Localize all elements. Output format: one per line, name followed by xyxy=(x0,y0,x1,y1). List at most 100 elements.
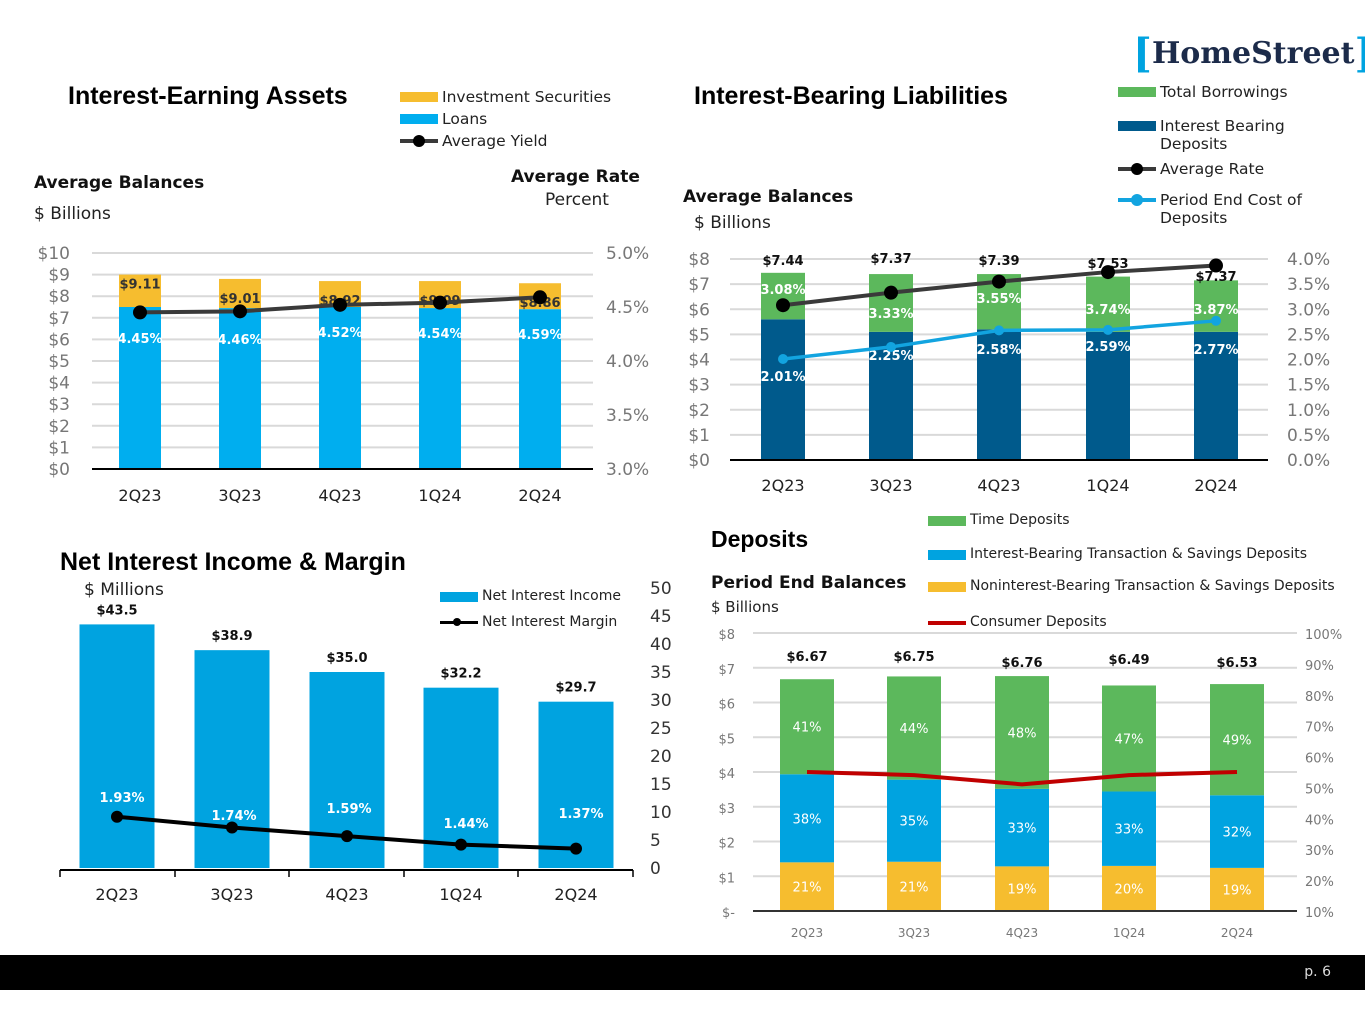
panel3-left-unit: $ Millions xyxy=(84,580,164,600)
y-tick-label: $0 xyxy=(688,451,710,471)
y-tick-label: $7 xyxy=(688,275,710,295)
nib-deposits-bar xyxy=(1210,867,1264,911)
average-yield-point xyxy=(433,295,447,310)
interest-bearing-deposits-bar xyxy=(977,329,1021,460)
average-rate-label: 3.74% xyxy=(1085,303,1130,318)
legend-total-borrowings: Total Borrowings xyxy=(1118,83,1288,101)
y2-tick-label: 100% xyxy=(1305,628,1342,643)
total-label: $7.39 xyxy=(978,254,1019,269)
y-tick-label: $4 xyxy=(48,374,70,394)
x-tick-label: 3Q23 xyxy=(898,926,930,940)
y-tick-label: $5 xyxy=(718,732,735,747)
share-label: 19% xyxy=(1008,883,1037,898)
y-tick-label: $- xyxy=(722,906,735,921)
x-tick-label: 2Q23 xyxy=(761,476,804,495)
average-rate-label: 3.08% xyxy=(760,283,805,298)
time-deposits-bar xyxy=(780,679,834,775)
y-tick-label: 50 xyxy=(650,579,672,599)
x-tick-label: 2Q24 xyxy=(1221,926,1253,940)
share-label: 32% xyxy=(1223,826,1252,841)
net-interest-margin-point xyxy=(226,821,238,834)
interest-bearing-deposits-bar xyxy=(761,319,805,460)
x-tick-label: 4Q23 xyxy=(318,486,361,505)
yield-label: 4.59% xyxy=(517,328,562,343)
y2-tick-label: 40% xyxy=(1305,813,1334,828)
footer-bar: p. 6 xyxy=(0,955,1365,990)
total-label: $6.49 xyxy=(1108,653,1149,668)
total-label: $7.44 xyxy=(762,254,803,269)
x-tick-label: 4Q23 xyxy=(1006,926,1038,940)
total-label: $9.01 xyxy=(219,292,260,307)
y-tick-label: $8 xyxy=(718,628,735,643)
share-label: 21% xyxy=(900,880,929,895)
average-rate-point xyxy=(776,298,790,313)
share-label: 49% xyxy=(1223,734,1252,749)
securities-bar xyxy=(119,274,161,307)
nim-label: 1.37% xyxy=(558,807,603,822)
panel4-left-unit: $ Billions xyxy=(711,598,779,616)
y-tick-label: $10 xyxy=(38,244,70,264)
panel1-title: Interest-Earning Assets xyxy=(68,82,348,110)
nim-label: 1.74% xyxy=(211,809,256,824)
total-label: $7.37 xyxy=(1195,270,1236,285)
y-tick-label: 30 xyxy=(650,691,672,711)
net-interest-income-bar xyxy=(538,701,614,868)
x-tick-label: 2Q23 xyxy=(118,486,161,505)
share-label: 35% xyxy=(900,815,929,830)
y-tick-label: $1 xyxy=(718,871,735,886)
nii-label: $38.9 xyxy=(211,629,252,644)
y2-tick-label: 1.5% xyxy=(1287,376,1330,396)
y2-tick-label: 5.0% xyxy=(606,244,649,264)
panel3-title: Net Interest Income & Margin xyxy=(60,548,406,576)
nii-label: $43.5 xyxy=(96,603,137,618)
y-tick-label: $8 xyxy=(48,287,70,307)
net-interest-income-bar xyxy=(423,687,499,868)
legend-period-end-cost: Period End Cost of Deposits xyxy=(1118,191,1353,227)
share-label: 33% xyxy=(1008,822,1037,837)
average-rate-label: 3.55% xyxy=(976,292,1021,307)
x-tick-label: 3Q23 xyxy=(869,476,912,495)
net-interest-margin-point xyxy=(455,838,467,851)
y2-tick-label: 3.0% xyxy=(606,460,649,480)
x-tick-label: 4Q23 xyxy=(325,885,368,904)
total-label: $9.11 xyxy=(119,278,160,293)
share-label: 47% xyxy=(1115,732,1144,747)
y2-tick-label: 70% xyxy=(1305,721,1334,736)
y2-tick-label: 4.0% xyxy=(606,352,649,372)
y2-tick-label: 3.5% xyxy=(606,406,649,426)
y-tick-label: 35 xyxy=(650,663,672,683)
x-tick-label: 1Q24 xyxy=(439,885,482,904)
y-tick-label: $8 xyxy=(688,250,710,270)
interest-bearing-deposits-bar xyxy=(869,331,913,460)
x-tick-label: 2Q24 xyxy=(1194,476,1237,495)
x-tick-label: 2Q24 xyxy=(554,885,597,904)
y-tick-label: 25 xyxy=(650,719,672,739)
y2-tick-label: 10% xyxy=(1305,906,1334,921)
x-tick-label: 3Q23 xyxy=(218,486,261,505)
legend-net-interest-margin: Net Interest Margin xyxy=(440,614,617,630)
ib-deposits-bar xyxy=(887,779,941,862)
average-rate-label: 3.33% xyxy=(868,307,913,322)
share-label: 20% xyxy=(1115,882,1144,897)
y2-tick-label: 0.0% xyxy=(1287,451,1330,471)
total-label: $6.53 xyxy=(1216,656,1257,671)
legend-consumer-deposits: Consumer Deposits xyxy=(928,614,1107,630)
y-tick-label: $7 xyxy=(48,309,70,329)
yield-label: 4.45% xyxy=(117,332,162,347)
legend-loans: Loans xyxy=(400,110,487,128)
y-tick-label: $1 xyxy=(688,426,710,446)
x-tick-label: 1Q24 xyxy=(418,486,461,505)
cost-of-deposits-label: 2.01% xyxy=(760,370,805,385)
loans-bar xyxy=(119,307,161,469)
x-tick-label: 3Q23 xyxy=(210,885,253,904)
y2-tick-label: 60% xyxy=(1305,752,1334,767)
y2-tick-label: 50% xyxy=(1305,782,1334,797)
y-tick-label: $4 xyxy=(718,767,735,782)
panel1-right-axis-label: Average Rate xyxy=(511,167,640,187)
ib-deposits-bar xyxy=(1102,791,1156,866)
yield-label: 4.52% xyxy=(317,326,362,341)
y-tick-label: $2 xyxy=(688,401,710,421)
legend-net-interest-income: Net Interest Income xyxy=(440,588,621,604)
cost-of-deposits-point xyxy=(994,325,1004,336)
y-tick-label: $2 xyxy=(718,837,735,852)
